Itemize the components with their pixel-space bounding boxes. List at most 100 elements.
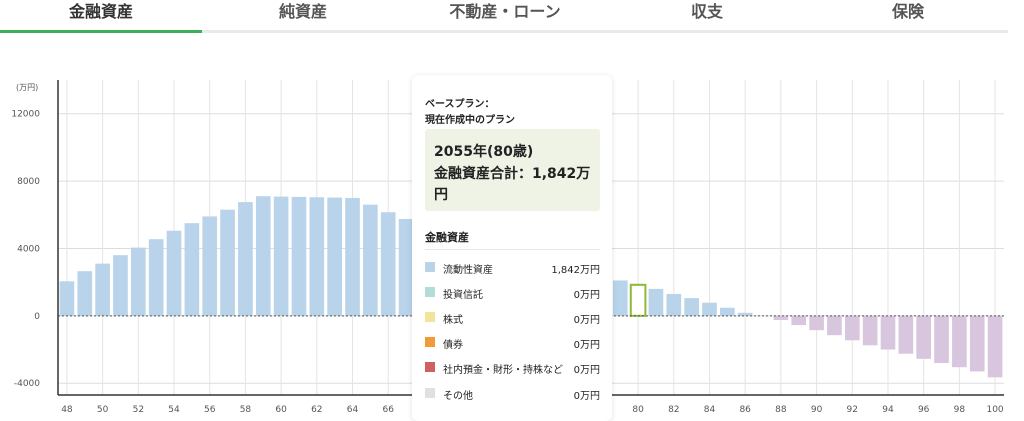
x-tick-label: 92 [847,405,858,415]
y-tick-label: 4000 [17,244,40,254]
tooltip-plan-name: ベースプラン： [425,99,495,110]
x-tick-label: 66 [382,405,394,415]
tooltip-total: 金融資産合計：1,842万円 [434,166,591,203]
y-axis-unit-label: (万円) [16,83,38,92]
x-tick-label: 60 [275,405,287,415]
x-tick-label: 58 [240,405,252,415]
tooltip-row-liquid: 流動性資産 1,842万円 [425,261,600,276]
bar [309,197,325,316]
tooltip-plan-desc: 現在作成中のプラン [425,115,515,126]
bar [166,230,182,316]
tooltip-row-label: 投資信託 [443,290,483,301]
tooltip-row-label: その他 [443,391,473,402]
x-tick-label: 100 [986,405,1003,415]
bar [398,218,414,316]
stocks-swatch [425,312,435,322]
bar [113,255,128,316]
tab-income-expense[interactable]: 収支 [690,2,723,21]
tab-track [0,30,1008,33]
bar [809,315,824,331]
tab-bar: 金融資産 純資産 不動産・ローン 収支 保険 [0,0,1008,34]
x-tick-label: 98 [954,405,966,415]
bar [327,197,342,316]
x-tick-label: 84 [704,405,716,415]
x-tick-label: 94 [882,405,894,415]
bar [934,315,949,363]
bar [827,315,842,336]
x-tick-label: 52 [133,405,144,415]
bar [345,197,360,316]
active-tab-indicator [0,30,202,33]
highlighted-bar [629,283,647,317]
bar [648,288,664,316]
bar [363,204,378,316]
x-tick-label: 90 [811,405,823,415]
bar [702,302,717,316]
tab-financial-assets[interactable]: 金融資産 [68,2,133,21]
tooltip-row-value: 0万円 [573,340,600,351]
tooltip-row-bonds: 債券 0万円 [425,336,600,351]
bar [59,281,75,316]
bar [184,223,200,316]
bar [148,239,164,316]
bar [684,298,699,316]
bar [862,315,878,346]
tooltip-row-label: 社内預金・財形・持株など [443,365,563,376]
x-tick-label: 80 [632,405,644,415]
tab-insurance[interactable]: 保険 [891,2,924,21]
tooltip-row-value: 0万円 [573,315,600,326]
tooltip-row-investment-trust: 投資信託 0万円 [425,286,600,301]
tooltip-row-value: 0万円 [573,290,600,301]
bonds-swatch [425,337,435,347]
tooltip-row-stocks: 株式 0万円 [425,311,600,326]
investment-trust-swatch [425,287,435,297]
bar [255,196,271,316]
tooltip-row-value: 1,842万円 [551,265,600,276]
bar [773,315,789,321]
bar [95,263,110,316]
bar [791,315,807,326]
tooltip-year: 2055年(80歳) [434,144,534,160]
tooltip-row-label: 流動性資産 [443,265,493,276]
x-tick-label: 96 [918,405,930,415]
chart-tooltip: ベースプラン： 現在作成中のプラン 2055年(80歳) 金融資産合計：1,84… [412,75,612,421]
y-tick-label: 0 [34,312,40,322]
bar [987,315,1003,378]
tooltip-row-value: 0万円 [573,365,600,376]
bar [844,315,860,341]
x-tick-label: 64 [347,405,359,415]
x-tick-label: 48 [61,405,73,415]
x-tick-label: 82 [668,405,679,415]
y-tick-label: 12000 [11,110,40,120]
tooltip-divider [425,249,600,250]
x-tick-label: 88 [775,405,787,415]
x-tick-label: 50 [97,405,109,415]
y-tick-label: 8000 [17,177,40,187]
bar [238,202,253,316]
bar [666,293,682,316]
bar [737,312,753,316]
liquid-assets-swatch [425,262,435,272]
y-tick-label: -4000 [14,379,40,389]
tooltip-section-title: 金融資産 [425,231,469,244]
x-tick-label: 86 [739,405,751,415]
bar [202,216,218,316]
bar [952,315,967,368]
bar [969,315,985,372]
x-tick-label: 56 [204,405,216,415]
bar [77,271,93,316]
tooltip-row-other: その他 0万円 [425,387,600,402]
tooltip-row-value: 0万円 [573,391,600,402]
other-swatch [425,388,435,398]
tooltip-plan: ベースプラン： 現在作成中のプラン [425,97,515,129]
tooltip-row-label: 債券 [443,340,463,351]
bar [131,247,146,316]
tab-net-assets[interactable]: 純資産 [278,2,327,21]
tab-real-estate-loan[interactable]: 不動産・ローン [449,2,561,21]
x-tick-label: 54 [168,405,180,415]
bar [612,280,628,316]
tooltip-row-company-savings: 社内預金・財形・持株など 0万円 [425,361,600,376]
x-tick-label: 62 [311,405,322,415]
bar [273,196,289,316]
tooltip-summary-box: 2055年(80歳) 金融資産合計：1,842万円 [425,129,600,211]
